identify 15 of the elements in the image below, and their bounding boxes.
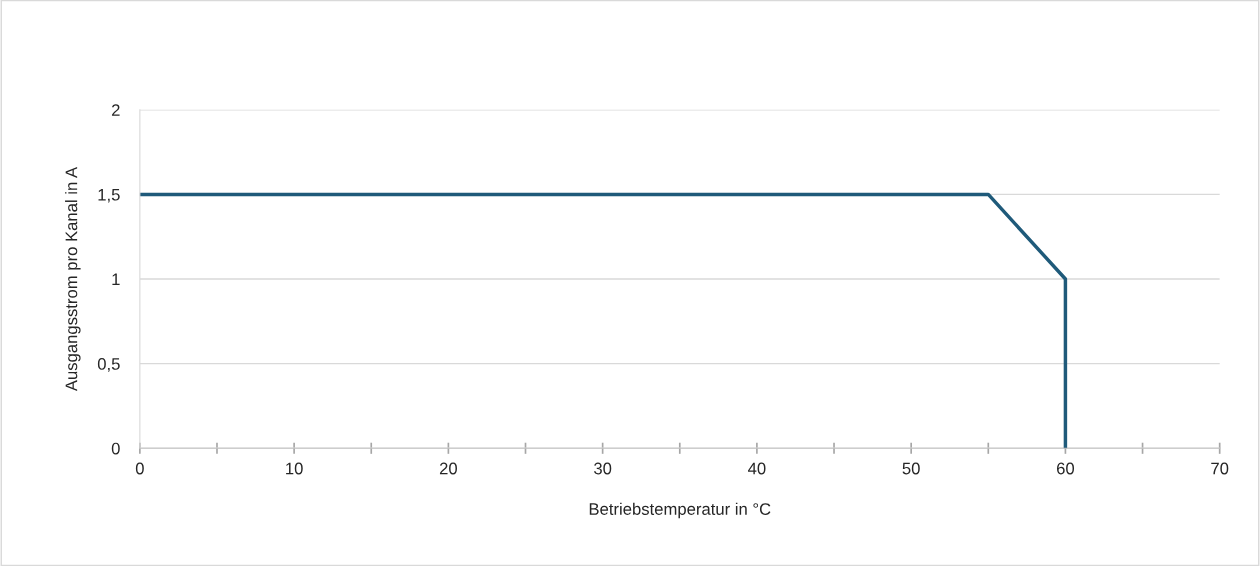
y-tick-label: 0,5: [97, 358, 120, 372]
x-tick-label: 70: [1211, 462, 1229, 475]
y-tick-label: 1: [112, 273, 120, 286]
x-axis-title: Betriebstemperatur in °C: [589, 502, 771, 519]
x-tick-label: 10: [286, 462, 303, 475]
y-axis-title: Ausgangsstrom pro Kanal in A: [65, 166, 81, 392]
x-tick-label: 0: [135, 462, 144, 475]
y-tick-label: 0: [111, 442, 120, 455]
y-tick-label: 2: [111, 104, 120, 116]
x-tick-label: 20: [439, 462, 457, 475]
x-tick-label: 50: [902, 462, 920, 475]
x-tick-label: 60: [1057, 462, 1075, 475]
x-tick-label: 30: [594, 462, 612, 475]
x-tick-label: 40: [748, 462, 766, 475]
y-tick-label: 1,5: [98, 188, 120, 203]
